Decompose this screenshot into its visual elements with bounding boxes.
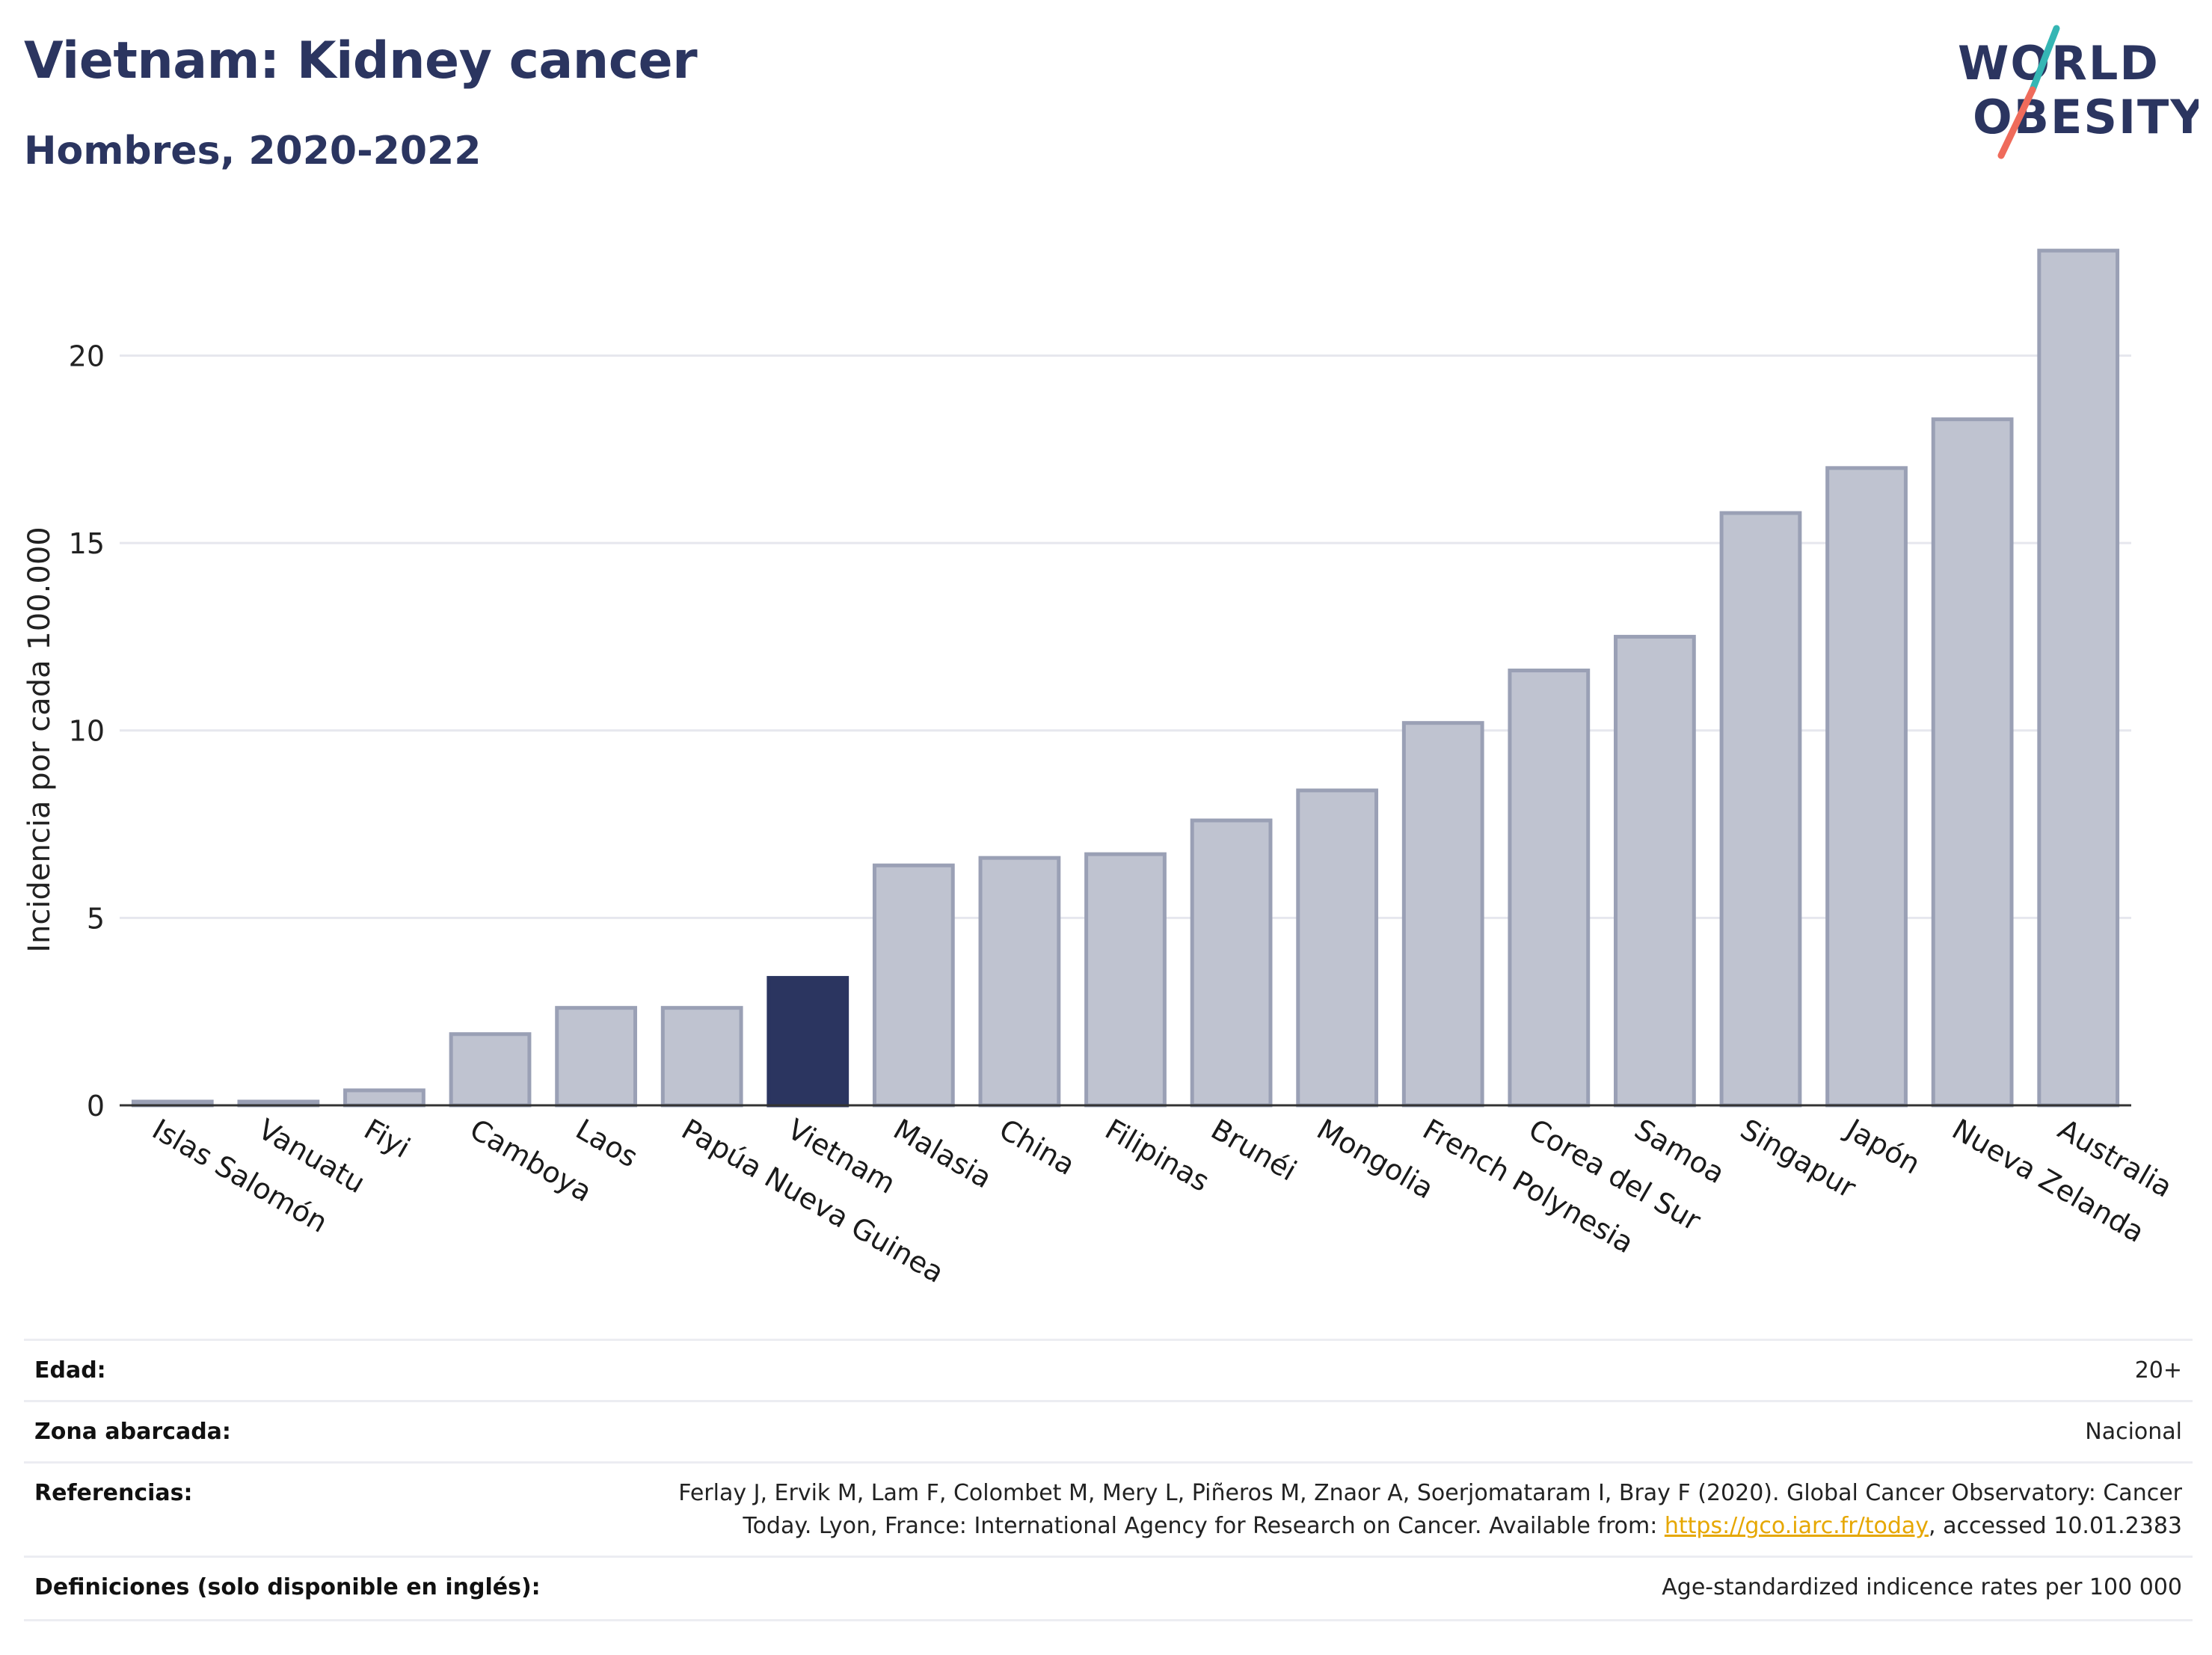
bar-nueva-zelanda (1931, 417, 2014, 1108)
x-tick-label: Brunéi (1205, 1113, 1302, 1188)
y-axis-label: Incidencia por cada 100.000 (22, 526, 57, 953)
bar-filipinas (1084, 852, 1167, 1108)
bar-laos (555, 1006, 637, 1108)
logo-slash-coral (1997, 86, 2036, 159)
meta-value-definiciones: Age-standardized indicence rates per 100… (1662, 1574, 2182, 1600)
meta-row-definiciones: Definiciones (solo disponible en inglés)… (24, 1556, 2193, 1621)
meta-row-referencias: Referencias: Ferlay J, Ervik M, Lam F, C… (24, 1461, 2193, 1558)
meta-value-referencias: Ferlay J, Ervik M, Lam F, Colombet M, Me… (678, 1477, 2182, 1543)
logo-slash-teal (2029, 25, 2060, 93)
reference-line-2: Today. Lyon, France: International Agenc… (678, 1510, 2182, 1543)
y-tick-label: 0 (87, 1090, 105, 1123)
reference-line-1: Ferlay J, Ervik M, Lam F, Colombet M, Me… (678, 1480, 2182, 1506)
bar-fiyi (343, 1088, 425, 1108)
x-tick-label: Laos (571, 1113, 644, 1174)
x-tick-label: Fiyi (358, 1113, 415, 1164)
x-tick-label: Nueva Zelanda (1947, 1113, 2150, 1249)
logo-word-world: WORLD (1958, 36, 2160, 90)
x-tick-label: Malasia (888, 1113, 997, 1195)
meta-row-zona: Zona abarcada: Nacional (24, 1400, 2193, 1464)
bar-china (978, 856, 1061, 1108)
world-obesity-logo: WORLD OBESITY (1958, 25, 2199, 159)
y-tick-label: 20 (69, 340, 105, 372)
bars (131, 248, 2120, 1108)
x-tick-label: Islas Salomón (147, 1113, 333, 1239)
meta-label-zona: Zona abarcada: (34, 1419, 231, 1445)
y-tick-label: 10 (69, 715, 105, 748)
bar-malasia (872, 863, 955, 1108)
bar-samoa (1614, 634, 1696, 1108)
x-tick-label: Camboya (464, 1113, 597, 1209)
x-tick-label: Mongolia (1312, 1113, 1440, 1206)
bar-mongolia (1296, 788, 1379, 1108)
y-tick-label: 5 (87, 902, 105, 935)
bar-camboya (449, 1032, 532, 1108)
bar-brun-i (1190, 818, 1273, 1108)
reference-line-2-post: , accessed 10.01.2383 (1929, 1513, 2182, 1539)
chart-subtitle: Hombres, 2020-2022 (24, 129, 482, 174)
chart-title: Vietnam: Kidney cancer (24, 31, 698, 90)
reference-line-2-pre: Today. Lyon, France: International Agenc… (743, 1513, 1665, 1539)
bar-australia (2037, 248, 2120, 1108)
x-tick-label: Filipinas (1100, 1113, 1215, 1198)
y-tick-label: 15 (69, 527, 105, 560)
bar-singapur (1719, 511, 1802, 1108)
meta-value-zona: Nacional (2085, 1419, 2182, 1445)
bar-french-polynesia (1401, 721, 1484, 1108)
gco-link[interactable]: https://gco.iarc.fr/today (1664, 1513, 1929, 1539)
bar-jap-n (1825, 466, 1908, 1108)
meta-label-referencias: Referencias: (34, 1480, 193, 1506)
meta-row-edad: Edad: 20+ (24, 1339, 2193, 1402)
meta-label-definiciones: Definiciones (solo disponible en inglés)… (34, 1574, 541, 1600)
x-tick-label: Singapur (1735, 1113, 1862, 1205)
y-tick-labels: 0 5 10 15 20 (69, 340, 105, 1123)
x-tick-label: China (994, 1113, 1081, 1182)
bar-pap-a-nueva-guinea (660, 1006, 743, 1108)
meta-label-edad: Edad: (34, 1357, 106, 1384)
meta-value-edad: 20+ (2134, 1357, 2182, 1384)
bar-vietnam (766, 976, 850, 1108)
bar-corea-del-sur (1508, 669, 1591, 1108)
